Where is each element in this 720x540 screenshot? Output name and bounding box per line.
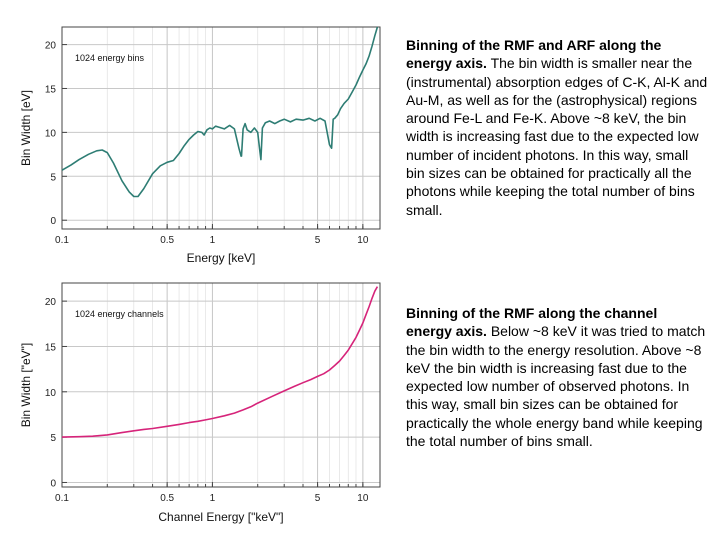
energy-binning-text: The bin width is smaller near the (instr…	[406, 55, 708, 218]
x-axis-label: Energy [keV]	[187, 251, 256, 265]
y-tick-label: 5	[50, 433, 56, 444]
y-tick-label: 10	[45, 388, 57, 399]
plot-frame	[61, 26, 381, 230]
y-tick-label: 20	[45, 41, 57, 52]
y-tick-label: 0	[50, 216, 56, 227]
inset-label: 1024 energy bins	[75, 53, 145, 63]
x-tick-label: 1	[210, 493, 216, 504]
x-tick-label: 0.1	[55, 235, 69, 246]
y-tick-label: 15	[45, 84, 57, 95]
x-tick-label: 0.5	[160, 235, 174, 246]
y-tick-label: 10	[45, 128, 57, 139]
x-tick-label: 0.5	[160, 493, 174, 504]
energy-binning-heading: Binning of the RMF and ARF along the ene…	[406, 37, 662, 72]
x-axis-label: Channel Energy ["keV"]	[158, 510, 283, 524]
plot-frame	[61, 282, 381, 488]
series-line	[61, 26, 379, 198]
channel-binning-text: Below ~8 keV it was tried to match the b…	[406, 323, 706, 450]
energy-binning-description: Binning of the RMF and ARF along the ene…	[406, 36, 710, 219]
x-tick-label: 5	[315, 235, 321, 246]
x-tick-label: 10	[357, 235, 369, 246]
y-tick-label: 5	[50, 172, 56, 183]
y-tick-label: 20	[45, 297, 57, 308]
y-tick-label: 0	[50, 478, 56, 489]
x-tick-label: 10	[357, 493, 369, 504]
series-line	[61, 286, 379, 438]
channel-binning-description: Binning of the RMF along the channel ene…	[406, 304, 706, 450]
y-axis-label: Bin Width [eV]	[19, 90, 33, 166]
y-axis-label: Bin Width ["eV"]	[19, 343, 33, 428]
x-tick-label: 5	[315, 493, 321, 504]
y-tick-label: 15	[45, 342, 57, 353]
x-tick-label: 1	[210, 235, 216, 246]
x-tick-label: 0.1	[55, 493, 69, 504]
inset-label: 1024 energy channels	[75, 309, 164, 319]
channel-binning-heading: Binning of the RMF along the channel ene…	[406, 305, 658, 340]
